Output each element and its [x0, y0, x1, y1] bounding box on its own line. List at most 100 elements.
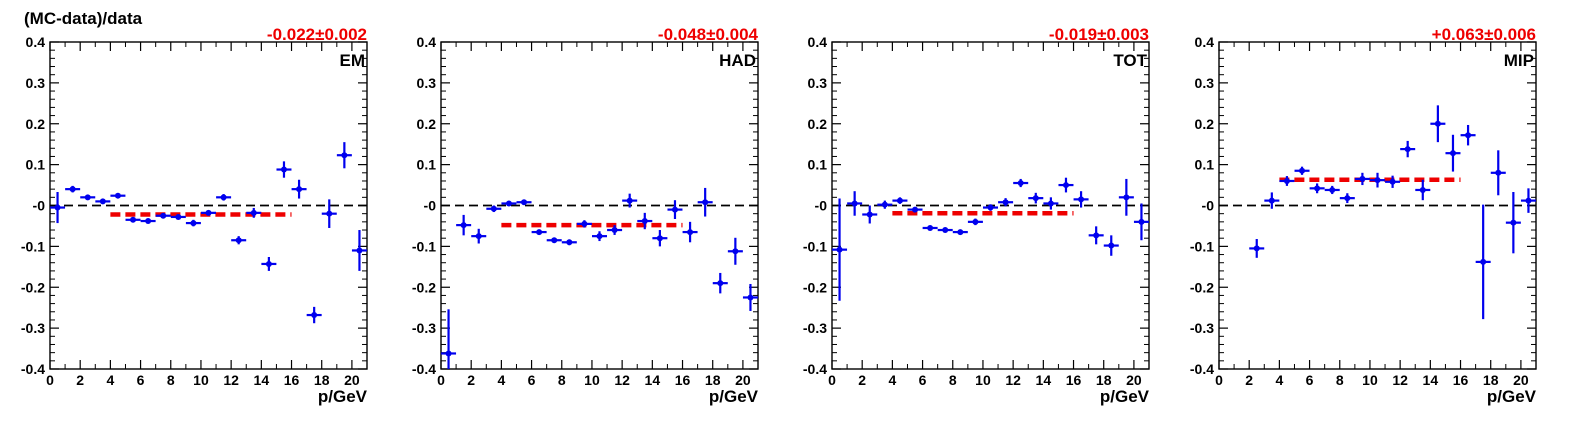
x-tick-label: 4: [497, 372, 505, 388]
data-point: [1013, 178, 1029, 188]
data-point: [652, 230, 668, 247]
y-tick-label: 0.1: [808, 157, 828, 173]
y-tick-label: 0.3: [808, 75, 828, 91]
data-point: [892, 197, 908, 204]
data-point: [185, 219, 201, 227]
x-tick-label: 18: [705, 372, 721, 388]
data-point: [246, 207, 262, 218]
y-tick-label: -0: [33, 198, 46, 214]
x-axis-title: p/GeV: [1100, 387, 1150, 406]
x-tick-label: 14: [254, 372, 270, 388]
point-marker: [311, 312, 318, 319]
data-point: [1460, 124, 1476, 146]
data-point: [1249, 239, 1265, 258]
point-marker: [1138, 218, 1145, 225]
y-tick-label: -0.1: [21, 238, 45, 254]
point-marker: [1062, 182, 1069, 189]
data-point: [592, 231, 607, 242]
data-point: [922, 224, 938, 231]
x-tick-label: 8: [1336, 372, 1344, 388]
data-point: [155, 212, 171, 219]
data-point: [1294, 166, 1310, 175]
data-point: [546, 237, 562, 244]
point-marker: [1465, 132, 1472, 139]
y-tick-label: -0: [424, 198, 437, 214]
data-point: [561, 239, 577, 246]
y-tick-label: -0.4: [21, 361, 45, 377]
panel-label: HAD: [719, 51, 756, 70]
data-point: [742, 283, 758, 311]
data-point: [231, 236, 247, 245]
data-point: [1400, 140, 1416, 158]
y-tick-label: 0.2: [417, 116, 437, 132]
point-marker: [1419, 186, 1426, 193]
data-point: [607, 225, 623, 235]
point-marker: [641, 218, 648, 225]
x-tick-label: 4: [888, 372, 896, 388]
data-point: [1324, 185, 1340, 195]
y-tick-label: -0.4: [803, 361, 827, 377]
data-point: [1445, 134, 1461, 172]
data-point: [486, 205, 502, 213]
x-tick-label: 2: [1245, 372, 1253, 388]
point-marker: [626, 197, 633, 204]
point-marker: [280, 166, 287, 173]
point-marker: [1495, 169, 1502, 176]
y-tick-label: -0: [815, 198, 828, 214]
y-tick-label: 0.2: [1195, 116, 1215, 132]
x-tick-label: 2: [467, 372, 475, 388]
point-marker: [656, 235, 663, 242]
y-tick-label: 0.3: [26, 75, 46, 91]
data-point: [441, 309, 457, 369]
x-tick-label: 20: [1513, 372, 1529, 388]
y-tick-label: -0.2: [412, 279, 436, 295]
x-tick-label: 16: [1066, 372, 1082, 388]
y-tick-label: -0: [1202, 198, 1215, 214]
fit-label: -0.019±0.003: [1049, 25, 1149, 44]
point-marker: [326, 210, 333, 217]
panel-had: -0.4 -0.3 -0.2 -0.1 -0 0.1 0.2 0.3 0.4 0 2 4 6 8 10 12 1…: [412, 25, 759, 406]
data-point: [983, 204, 998, 211]
point-marker: [1404, 146, 1411, 153]
x-tick-label: 6: [137, 372, 145, 388]
data-point: [261, 257, 277, 271]
y-tick-label: 0.3: [417, 75, 437, 91]
data-point: [1490, 150, 1506, 196]
data-point: [1475, 204, 1491, 320]
data-point: [847, 191, 863, 216]
point-marker: [356, 247, 363, 254]
point-marker: [671, 206, 678, 213]
point-marker: [475, 233, 482, 240]
data-point: [682, 221, 698, 243]
x-tick-label: 18: [314, 372, 330, 388]
data-point: [637, 212, 653, 230]
data-point: [140, 218, 156, 225]
x-tick-label: 2: [858, 372, 866, 388]
point-marker: [987, 204, 994, 211]
point-marker: [1002, 199, 1009, 206]
x-tick-label: 10: [975, 372, 991, 388]
data-point: [516, 199, 532, 206]
y-tick-label: -0.4: [1190, 361, 1214, 377]
point-marker: [445, 350, 452, 357]
y-tick-label: 0.4: [417, 34, 437, 50]
point-marker: [732, 248, 739, 255]
x-tick-label: 12: [1005, 372, 1021, 388]
y-tick-label: -0.3: [803, 320, 827, 336]
point-marker: [581, 220, 588, 227]
x-axis-title: p/GeV: [1487, 387, 1537, 406]
panel-mip: -0.4 -0.3 -0.2 -0.1 -0 0.1 0.2 0.3 0.4 0 2 4 6 8 10 12 1…: [1190, 25, 1537, 406]
point-marker: [1032, 195, 1039, 202]
point-marker: [1480, 258, 1487, 265]
data-point: [1309, 183, 1325, 194]
data-point: [50, 192, 66, 224]
point-marker: [84, 194, 91, 201]
point-marker: [1123, 194, 1130, 201]
x-tick-label: 6: [919, 372, 927, 388]
x-tick-label: 10: [1362, 372, 1378, 388]
data-point: [622, 193, 638, 208]
point-marker: [942, 227, 949, 234]
data-point: [1043, 197, 1059, 210]
x-tick-label: 20: [735, 372, 751, 388]
